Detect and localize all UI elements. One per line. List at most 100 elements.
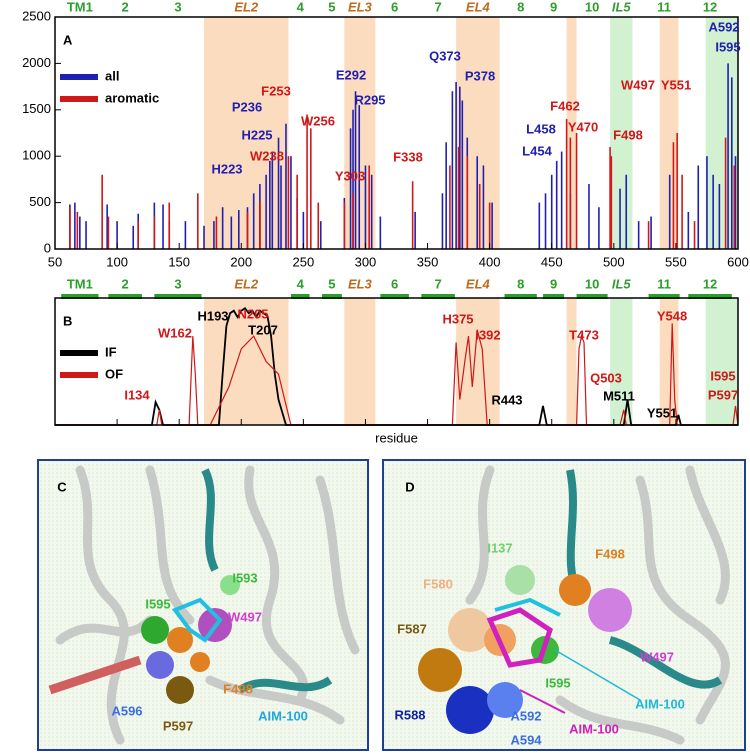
ligand [486, 607, 553, 668]
panel-a: TM1 2 3 EL2 4 5 EL3 6 7 EL4 8 9 10 IL5 11 12 50 100 150 200… [22, 0, 749, 269]
peak-label: P597 [708, 387, 738, 402]
peak-label: I134 [124, 387, 150, 402]
segment-label: IL5 [612, 276, 632, 291]
peak-label: E292 [336, 67, 366, 82]
x-axis-label: residue [375, 430, 418, 445]
segment-label: EL3 [348, 0, 373, 14]
peak-label: W238 [250, 148, 284, 163]
segment-label: EL3 [348, 276, 373, 291]
x-tick-label: 250 [293, 254, 315, 269]
segment-bar [154, 294, 202, 299]
residue-label: A594 [510, 732, 542, 747]
segment-label: 12 [703, 0, 717, 14]
peak-label: M511 [603, 388, 635, 403]
residue-label: AIM-100 [569, 721, 619, 736]
residue-label: W497 [640, 649, 674, 664]
y-tick-label: 2000 [22, 55, 51, 70]
segment-label: 3 [174, 0, 181, 14]
peak-label: F498 [613, 127, 643, 142]
x-tick-label: 150 [168, 254, 190, 269]
segment-label: 4 [297, 276, 305, 291]
panel-letter: C [57, 479, 67, 494]
panel-d: D I137 F498 F580 F587 W497 I595 AIM-100 R588 A592… [382, 459, 746, 751]
protein-ribbon [55, 465, 360, 745]
segment-bar [688, 294, 732, 299]
peak-label: P236 [232, 99, 262, 114]
x-tick-label: 600 [727, 254, 749, 269]
residue-label: W497 [228, 609, 262, 624]
segment-label: 7 [434, 0, 441, 14]
segment-label: 7 [434, 276, 441, 291]
segment-label: 2 [122, 0, 129, 14]
segment-bar [543, 294, 565, 299]
peak-label: Y548 [657, 308, 687, 323]
plot-frame [54, 16, 739, 250]
region-shade [659, 298, 679, 425]
segment-bar [108, 294, 142, 299]
x-tick-label: 200 [230, 254, 252, 269]
residue-label: P597 [163, 718, 193, 733]
segment-label: 8 [517, 0, 524, 14]
legend-label: OF [105, 366, 123, 381]
plot-frame [54, 297, 739, 426]
segment-label: EL2 [234, 0, 259, 14]
y-tick-label: 1000 [22, 148, 51, 163]
x-tick-label: 450 [541, 254, 563, 269]
ligand [171, 597, 223, 643]
peak-label: H375 [442, 311, 473, 326]
peak-label: W162 [158, 325, 192, 340]
panel-letter: A [63, 32, 73, 47]
panel-letter: D [405, 479, 414, 494]
peak-label: H225 [241, 127, 272, 142]
pointer [554, 649, 641, 701]
peak-label: F462 [550, 98, 580, 113]
x-tick-label: 550 [665, 254, 687, 269]
residue-label: F580 [423, 576, 453, 591]
region-shade [456, 298, 500, 425]
peak-label: F253 [261, 83, 291, 98]
residue-label: F587 [397, 621, 427, 636]
segment-label: 10 [585, 0, 599, 14]
peak-label: H193 [197, 308, 228, 323]
residue-label: I595 [545, 675, 570, 690]
peak-label: Q503 [590, 370, 622, 385]
residue-label: I137 [487, 540, 512, 555]
segment-label: 11 [657, 276, 671, 291]
panel-b: TM1 2 3 EL2 4 5 EL3 6 7 EL4 8 9 10 IL5 11 12 residue B IF O… [54, 276, 739, 445]
peak-label: L458 [526, 121, 556, 136]
segment-label: EL4 [466, 276, 491, 291]
x-tick-label: 300 [355, 254, 377, 269]
segment-label: 5 [328, 276, 335, 291]
trace [55, 306, 738, 426]
peak-label: R295 [354, 92, 385, 107]
segment-label: 8 [517, 276, 524, 291]
segment-label: EL2 [234, 276, 259, 291]
segment-label: 6 [391, 276, 398, 291]
peak-label: A592 [708, 19, 739, 34]
residue-label: AIM-100 [258, 708, 308, 723]
residue-label: AIM-100 [635, 696, 685, 711]
segment-label: IL5 [612, 0, 632, 14]
region-shade [705, 298, 738, 425]
peak-label: Y470 [568, 119, 598, 134]
segment-label: 10 [585, 276, 599, 291]
residue-label: I593 [232, 570, 257, 585]
segment-label: 9 [550, 276, 557, 291]
residue-spheres [418, 565, 632, 734]
segment-label: 11 [657, 0, 671, 14]
region-shade [610, 298, 633, 425]
peak-label: N205 [237, 306, 268, 321]
peak-label: H223 [211, 161, 242, 176]
segment-label: 4 [297, 0, 305, 14]
region-shade [204, 17, 289, 249]
segment-label: 5 [328, 0, 335, 14]
residue-label: F498 [223, 681, 253, 696]
x-tick-label: 500 [603, 254, 625, 269]
y-tick-label: 0 [44, 240, 51, 255]
segment-label: 9 [550, 0, 557, 14]
x-tick-label: 400 [479, 254, 501, 269]
arrow [519, 689, 566, 714]
segment-bar [61, 294, 99, 299]
segment-label: 6 [391, 0, 398, 14]
